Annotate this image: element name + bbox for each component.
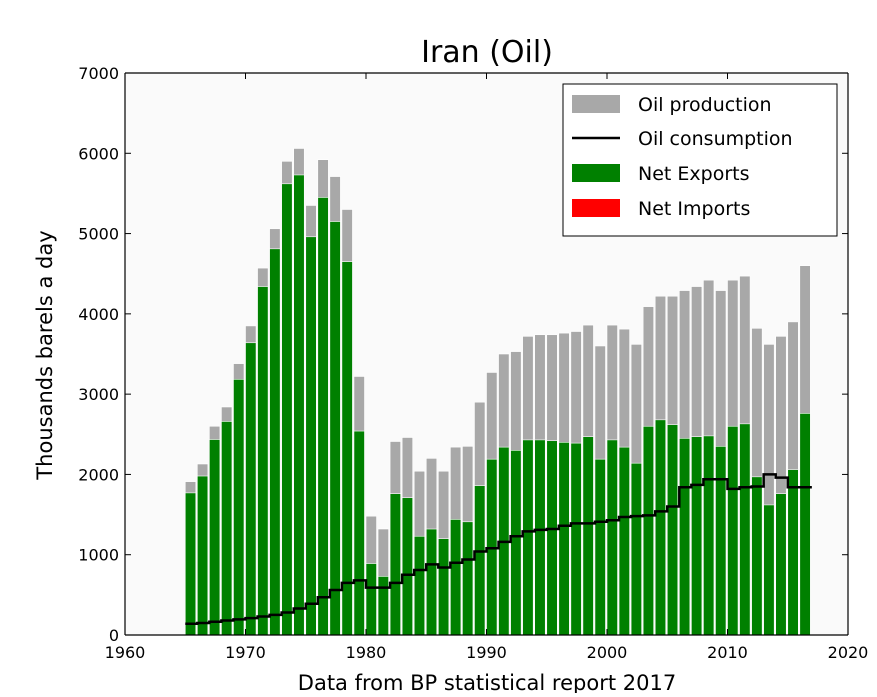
net-exports-bar-1987 bbox=[450, 519, 462, 636]
net-exports-bar-1971 bbox=[257, 286, 269, 636]
net-exports-bar-1986 bbox=[437, 538, 450, 636]
legend-label-net-imports: Net Imports bbox=[638, 198, 750, 220]
ticks-layer: 1960 1970 1980 1990 2000 2010 2020 0 1000 2000 300… bbox=[78, 64, 868, 662]
net-exports-bar-1979 bbox=[353, 430, 365, 636]
y-tick-label-5000: 5000 bbox=[78, 225, 119, 244]
net-exports-bar-1973 bbox=[281, 183, 293, 636]
x-tick-label-2000: 2000 bbox=[587, 643, 628, 662]
net-exports-bar-1982 bbox=[389, 493, 401, 636]
net-exports-bar-1993 bbox=[522, 439, 534, 636]
net-exports-bar-2003 bbox=[642, 425, 655, 636]
net-exports-bar-1972 bbox=[269, 248, 281, 636]
y-tick-label-0: 0 bbox=[109, 626, 119, 645]
net-exports-bar-2002 bbox=[630, 462, 642, 636]
y-tick-label-1000: 1000 bbox=[78, 546, 119, 565]
net-exports-bar-1970 bbox=[245, 342, 257, 636]
net-exports-bar-2010 bbox=[727, 425, 739, 636]
legend-item-consumption: Oil consumption bbox=[572, 128, 793, 150]
net-exports-bar-1981 bbox=[377, 576, 389, 636]
line-layer bbox=[185, 473, 812, 626]
net-exports-bar-1974 bbox=[293, 174, 305, 636]
net-exports-bar-2006 bbox=[678, 437, 691, 636]
legend-label-production: Oil production bbox=[638, 94, 772, 116]
net-exports-bar-1995 bbox=[546, 440, 558, 636]
net-exports-bar-1976 bbox=[317, 197, 329, 636]
y-tick-label-4000: 4000 bbox=[78, 305, 119, 324]
net-exports-bar-1968 bbox=[221, 421, 233, 636]
legend-swatch-net-exports bbox=[572, 164, 620, 182]
net-exports-bar-1999 bbox=[594, 458, 606, 636]
legend-item-net-exports: Net Exports bbox=[572, 163, 750, 185]
x-tick-label-2010: 2010 bbox=[707, 643, 748, 662]
legend: Oil production Oil consumption Net Expor… bbox=[562, 83, 838, 237]
net-exports-bar-1969 bbox=[233, 378, 245, 636]
legend-swatch-net-imports bbox=[572, 199, 620, 217]
y-tick-label-2000: 2000 bbox=[78, 465, 119, 484]
legend-label-consumption: Oil consumption bbox=[638, 128, 793, 150]
net-exports-bar-1998 bbox=[582, 436, 594, 636]
x-tick-label-2020: 2020 bbox=[828, 643, 869, 662]
net-exports-bar-1994 bbox=[534, 439, 546, 636]
net-exports-bar-1988 bbox=[462, 521, 474, 636]
chart-title: Iran (Oil) bbox=[421, 35, 553, 70]
net-exports-bar-1977 bbox=[329, 221, 341, 636]
net-exports-bar-1975 bbox=[305, 236, 317, 636]
net-exports-bar-1989 bbox=[474, 485, 486, 636]
y-tick-label-3000: 3000 bbox=[78, 385, 119, 404]
net-exports-bar-2009 bbox=[715, 446, 727, 636]
legend-label-net-exports: Net Exports bbox=[638, 163, 750, 185]
net-exports-bar-1985 bbox=[425, 528, 438, 636]
net-exports-bar-1997 bbox=[570, 442, 582, 636]
x-tick-label-1980: 1980 bbox=[346, 643, 387, 662]
x-axis-label: Data from BP statistical report 2017 bbox=[298, 671, 676, 693]
x-tick-label-1990: 1990 bbox=[466, 643, 507, 662]
net-exports-bar-2000 bbox=[606, 439, 618, 636]
net-exports-bar-1967 bbox=[209, 439, 221, 636]
net-exports-bar-2014 bbox=[775, 493, 787, 636]
consumption-line bbox=[185, 473, 812, 626]
legend-item-net-imports: Net Imports bbox=[572, 198, 750, 220]
net-exports-bar-1992 bbox=[510, 450, 522, 636]
net-exports-bar-2005 bbox=[666, 424, 679, 636]
net-exports-bar-2012 bbox=[751, 476, 763, 636]
y-tick-label-6000: 6000 bbox=[78, 144, 119, 163]
net-exports-bar-2007 bbox=[691, 436, 703, 636]
net-exports-bar-2001 bbox=[618, 446, 630, 636]
x-tick-label-1970: 1970 bbox=[225, 643, 266, 662]
net-exports-bar-2016 bbox=[799, 413, 811, 636]
net-exports-bar-1978 bbox=[341, 261, 353, 636]
net-exports-bar-2008 bbox=[703, 435, 715, 636]
net-exports-bar-1966 bbox=[197, 475, 209, 636]
net-exports-bar-1996 bbox=[558, 442, 570, 636]
net-exports-bar-2011 bbox=[739, 423, 751, 636]
y-axis-label: Thousands barels a day bbox=[33, 230, 57, 480]
net-exports-bar-2015 bbox=[787, 469, 799, 636]
net-exports-bar-1965 bbox=[184, 492, 197, 636]
net-exports-bar-2004 bbox=[654, 419, 667, 636]
net-exports-bar-1983 bbox=[401, 497, 413, 636]
net-exports-bar-1984 bbox=[413, 535, 426, 636]
y-tick-label-7000: 7000 bbox=[78, 64, 119, 83]
net-exports-bar-1980 bbox=[365, 563, 377, 636]
legend-swatch-production bbox=[572, 95, 620, 113]
net-exports-bar-2013 bbox=[763, 504, 775, 636]
x-tick-label-1960: 1960 bbox=[105, 643, 146, 662]
legend-item-production: Oil production bbox=[572, 94, 772, 116]
